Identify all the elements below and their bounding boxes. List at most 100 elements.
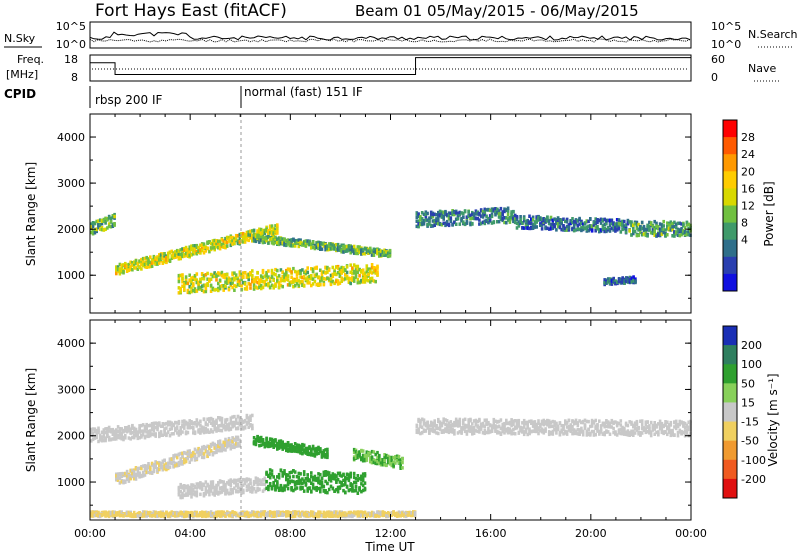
velocity-cell (131, 426, 134, 430)
power-cell (286, 267, 290, 271)
velocity-cell (580, 420, 583, 425)
power-cell (104, 227, 107, 231)
velocity-cell (190, 453, 193, 458)
power-cell (546, 219, 549, 223)
power-cell (93, 228, 97, 232)
velocity-cell (682, 421, 685, 425)
noise-right-tick-bottom: 10^0 (711, 38, 741, 51)
velocity-cell (424, 423, 428, 428)
velocity-cell (193, 430, 197, 434)
velocity-cell (192, 450, 195, 455)
power-cell (623, 279, 626, 283)
velocity-cell (605, 430, 608, 434)
velocity-cell (471, 426, 474, 430)
power-cell (100, 221, 104, 226)
colorbar-tick-label: 20 (741, 165, 755, 178)
power-cell (247, 274, 250, 279)
power-cell (376, 251, 379, 256)
power-cell (469, 221, 472, 225)
velocity-cell (118, 427, 122, 431)
velocity-cell (184, 485, 188, 490)
power-cell (125, 265, 129, 269)
velocity-cell (95, 429, 98, 434)
velocity-cell (258, 437, 261, 442)
power-cell (340, 265, 343, 270)
power-cell (621, 276, 624, 280)
velocity-cell (674, 426, 678, 430)
velocity-cell (319, 479, 322, 484)
velocity-cell (508, 430, 512, 435)
power-cell (240, 272, 243, 277)
velocity-cell (125, 474, 129, 479)
power-cell (361, 268, 365, 272)
velocity-cell (517, 424, 521, 428)
velocity-cell (349, 487, 352, 492)
power-cell (247, 238, 250, 243)
velocity-cell (319, 486, 322, 491)
velocity-cell (213, 423, 216, 428)
power-cell (415, 224, 419, 229)
power-cell (261, 270, 265, 275)
velocity-cell (217, 424, 220, 428)
power-cell (490, 208, 494, 213)
velocity-cell (118, 513, 122, 518)
power-cell (583, 221, 587, 225)
power-cell (614, 222, 617, 226)
velocity-cell (501, 429, 504, 434)
velocity-cell (183, 488, 186, 493)
power-cell (640, 226, 644, 230)
power-cell (558, 220, 562, 225)
velocity-cell (651, 423, 655, 428)
power-cell (215, 239, 218, 243)
power-cell (419, 222, 422, 227)
velocity-cell (136, 430, 140, 434)
power-cell (673, 234, 676, 238)
velocity-cell (310, 450, 313, 455)
velocity-cell (297, 447, 301, 451)
power-cell (107, 216, 111, 220)
power-cell (564, 219, 567, 224)
velocity-cell (136, 436, 140, 441)
velocity-cell (365, 450, 369, 454)
power-cell (651, 226, 655, 231)
power-cell (535, 225, 538, 229)
velocity-cell (224, 482, 227, 487)
power-cell (485, 218, 488, 222)
velocity-cell (202, 492, 206, 496)
velocity-cell (138, 430, 141, 434)
power-cell (624, 230, 628, 234)
power-cell (186, 289, 190, 293)
power-cell (193, 247, 197, 251)
power-cell (372, 269, 376, 273)
velocity-cell (236, 421, 240, 426)
power-cell (352, 250, 356, 254)
power-cell (528, 220, 531, 224)
power-cell (378, 254, 381, 258)
power-cell (251, 236, 254, 240)
velocity-cell (175, 421, 179, 425)
velocity-cell (134, 433, 138, 438)
power-cell (195, 272, 199, 276)
power-cell (283, 278, 286, 283)
velocity-cell (197, 483, 200, 487)
power-cell (354, 251, 358, 256)
power-cell (195, 252, 199, 256)
velocity-cell (192, 483, 195, 487)
power-cell (225, 244, 229, 248)
velocity-cell (537, 431, 540, 436)
velocity-cell (646, 425, 649, 429)
velocity-cell (327, 471, 331, 475)
velocity-cell (220, 480, 224, 484)
power-cell (374, 268, 377, 273)
velocity-cell (433, 429, 436, 434)
power-cell (149, 264, 152, 268)
velocity-cell (251, 488, 254, 492)
velocity-cell (113, 437, 116, 441)
velocity-cell (299, 444, 302, 448)
velocity-cell (200, 448, 204, 453)
velocity-cell (283, 471, 286, 476)
power-cell (680, 222, 683, 226)
power-cell (215, 278, 218, 282)
power-cell (313, 279, 317, 284)
power-cell (240, 277, 243, 282)
